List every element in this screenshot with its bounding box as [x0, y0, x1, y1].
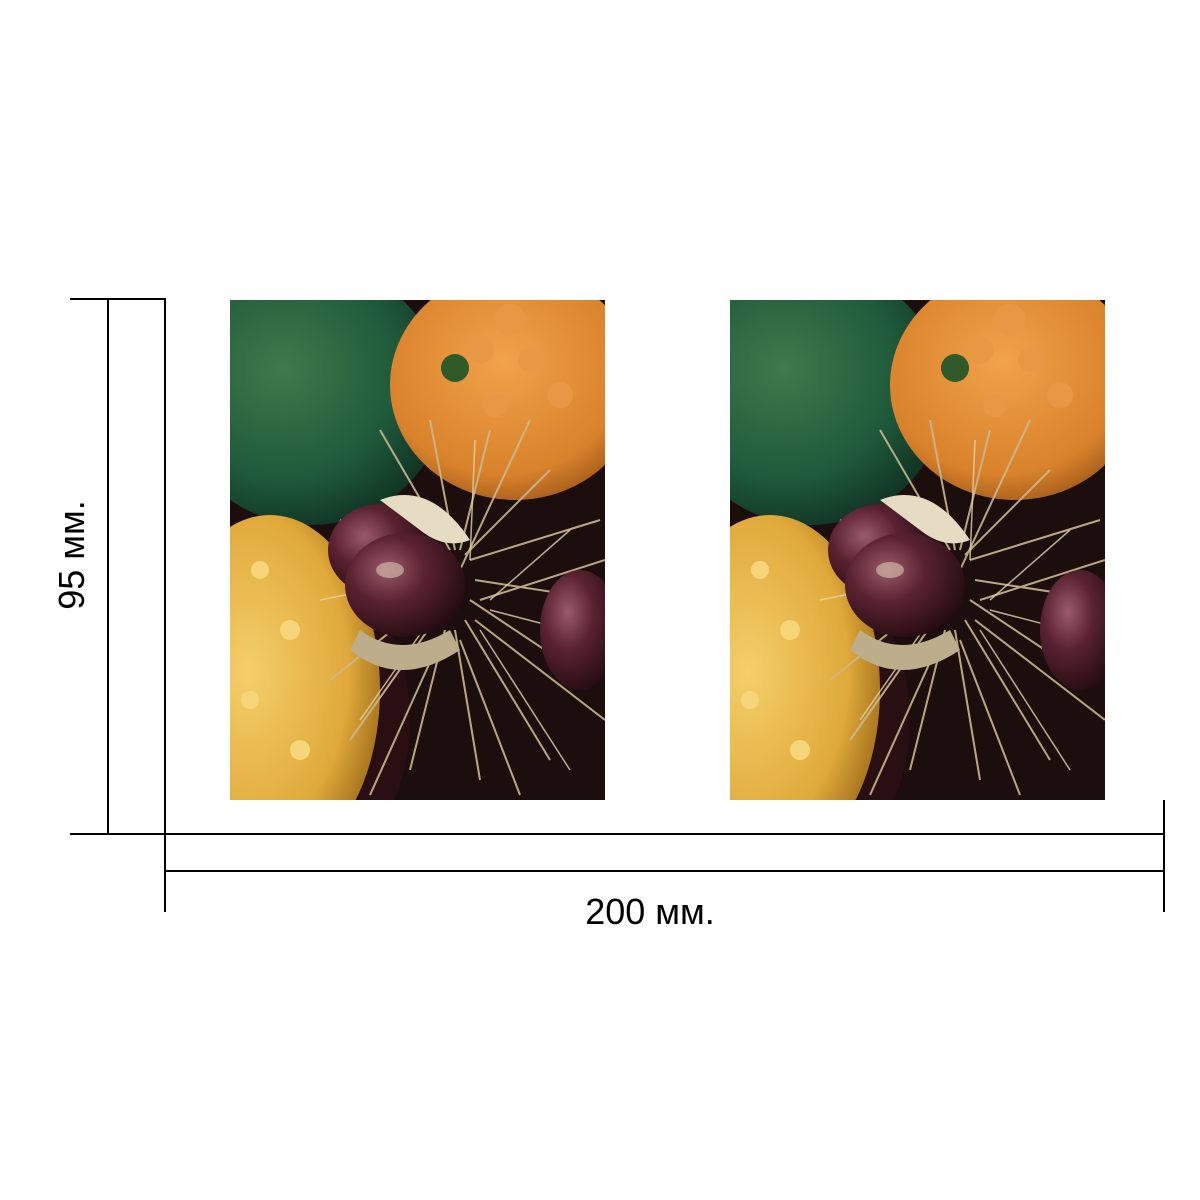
photo-left [230, 300, 605, 800]
template-bottom-edge-line [164, 833, 1165, 835]
height-extension-line-bottom [70, 833, 166, 835]
height-dimension-line [107, 300, 109, 834]
chestnut-photo-illustration [730, 300, 1105, 800]
chestnut-photo-illustration [230, 300, 605, 800]
width-dimension-label: 200 мм. [585, 891, 715, 932]
height-dimension-label: 95 мм. [51, 500, 92, 610]
template-left-edge-line [164, 300, 166, 834]
width-extension-line-right [1163, 800, 1165, 912]
width-extension-line-left [164, 834, 166, 912]
photo-right [730, 300, 1105, 800]
width-dimension-line [164, 870, 1165, 872]
height-extension-line-top [70, 298, 166, 300]
